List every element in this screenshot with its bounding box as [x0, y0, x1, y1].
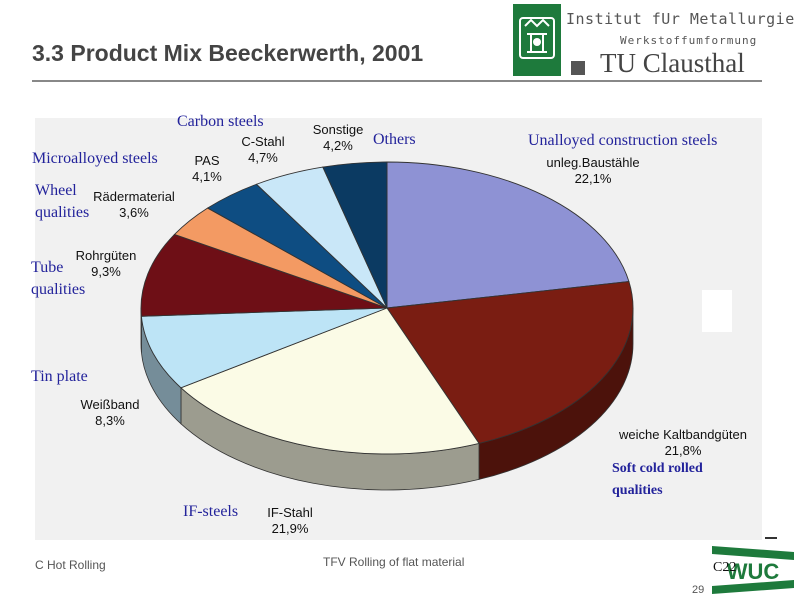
slide-code: C22 [713, 560, 737, 575]
english-label-4: Tube qualities [31, 259, 86, 298]
footer-dash [765, 537, 777, 539]
slice-label-2: IF-Stahl 21,9% [267, 505, 313, 536]
slice-2 [180, 307, 480, 455]
slice-label-0: unleg.Baustähle 22,1% [546, 155, 640, 186]
chart-blank-patch [702, 290, 732, 332]
english-label-2: IF-steels [183, 503, 239, 520]
slice-label-5: Rädermaterial 3,6% [93, 189, 175, 220]
footer-course: C Hot Rolling [35, 558, 106, 572]
english-label-7: Carbon steels [177, 113, 264, 130]
slice-label-1: weiche Kaltbandgüten 21,8% [619, 427, 747, 458]
english-label-5: Wheel qualities [35, 182, 90, 221]
english-label-0: Unalloyed construction steels [528, 132, 718, 149]
slice-8 [322, 161, 388, 309]
title-divider [32, 80, 762, 82]
wuc-logo-icon: WUC [712, 546, 794, 594]
slice-label-7: C-Stahl 4,7% [241, 134, 285, 165]
svg-text:WUC: WUC [727, 559, 780, 584]
slice-1 [386, 281, 634, 444]
university-mark-icon [571, 61, 585, 75]
department-name: Werkstoffumformung [620, 34, 758, 47]
page-number: 29 [692, 584, 705, 596]
institute-name: Institut fUr Metallurgie [566, 10, 795, 28]
slice-label-8: Sonstige 4,2% [312, 122, 364, 153]
english-label-6: Microalloyed steels [32, 150, 158, 167]
slice-label-6: PAS 4,1% [192, 153, 222, 184]
institute-crest-icon [513, 4, 561, 76]
university-name: TU Clausthal [600, 48, 745, 78]
slide-title: 3.3 Product Mix Beeckerwerth, 2001 [32, 40, 424, 66]
slice-4 [140, 233, 388, 317]
footer-topic: TFV Rolling of flat material [323, 555, 465, 569]
slice-label-3: Weißband 8,3% [80, 397, 140, 428]
slice-3 [140, 307, 388, 389]
english-label-8: Others [373, 131, 416, 148]
slice-0 [386, 161, 630, 309]
english-label-1: Soft cold rolled qualities [612, 461, 703, 498]
slice-label-4: Rohrgüten 9,3% [75, 248, 137, 279]
english-label-3: Tin plate [31, 368, 88, 385]
